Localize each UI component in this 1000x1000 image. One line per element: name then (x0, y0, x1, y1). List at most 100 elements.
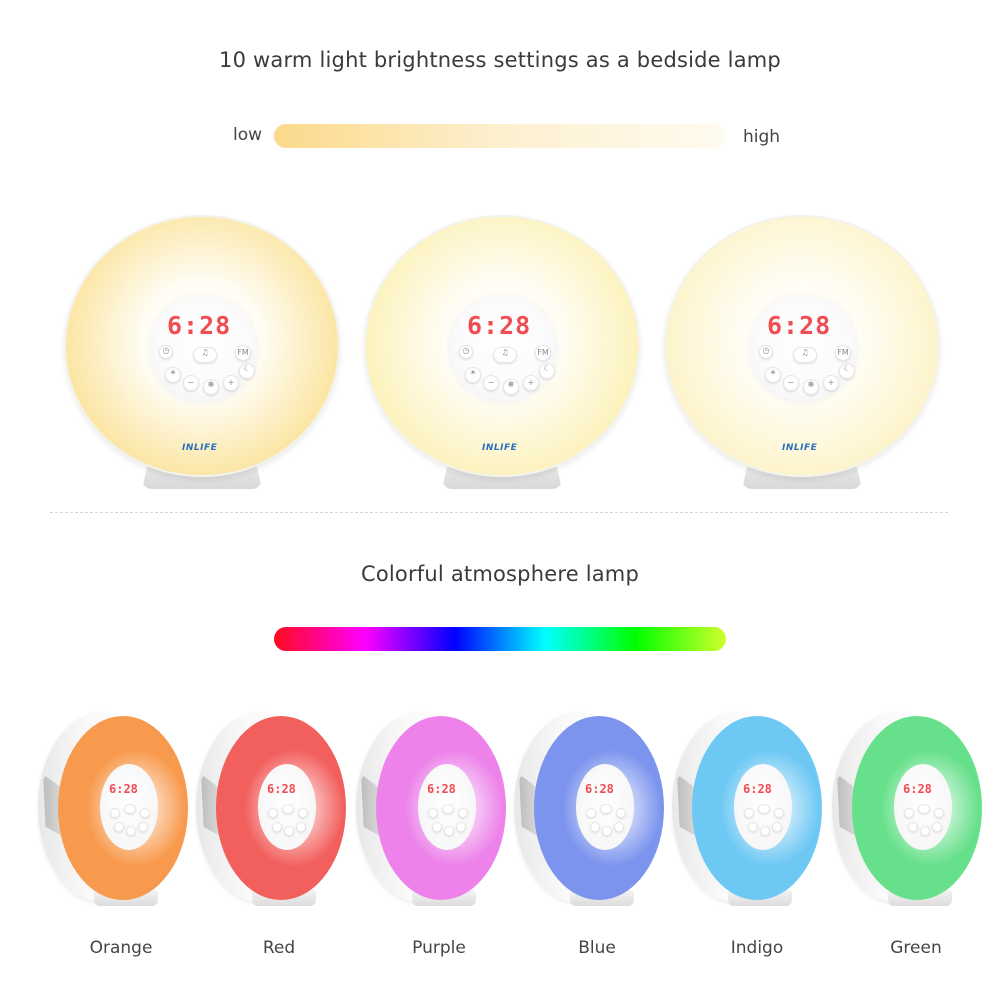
control-button-icon (140, 808, 150, 818)
lamp-control-face: 6:28 ◷ ♫ FM ☀ − ❋ + ☾ (749, 295, 857, 403)
control-button-icon (758, 804, 770, 814)
control-button-icon (918, 804, 930, 814)
minus-button-icon: − (483, 375, 499, 391)
inlife-logo: INLIFE (782, 443, 818, 453)
color-lamp-orange: 6:28 (38, 712, 188, 912)
control-button-icon (114, 822, 124, 832)
light-button-icon: ❋ (203, 379, 219, 395)
color-label-orange: Orange (89, 938, 153, 958)
clock-display: 6:28 (903, 782, 932, 796)
clock-display: 6:28 (743, 782, 772, 796)
control-button-icon (298, 808, 308, 818)
inlife-logo: INLIFE (482, 443, 518, 453)
color-label-red: Red (262, 938, 296, 958)
control-button-icon (442, 804, 454, 814)
warm-lamp: 6:28 ◷ ♫ FM ☀ − ❋ + ☾ INLIFE (664, 215, 940, 489)
color-label-purple: Purple (412, 938, 466, 958)
control-button-icon (904, 808, 914, 818)
lamp-control-face: 6:28 (894, 764, 952, 850)
control-button-icon (432, 822, 442, 832)
minus-button-icon: − (783, 375, 799, 391)
color-lamp-green: 6:28 (832, 712, 982, 912)
color-lamp-blue: 6:28 (514, 712, 664, 912)
color-label-indigo: Indigo (730, 938, 784, 958)
color-label-blue: Blue (578, 938, 616, 958)
control-button-icon (284, 826, 294, 836)
control-button-icon (616, 808, 626, 818)
control-button-icon (272, 822, 282, 832)
brightness-gradient-bar (274, 124, 726, 148)
control-button-icon (590, 822, 600, 832)
control-button-icon (602, 826, 612, 836)
fm-button: FM (835, 345, 851, 361)
inlife-logo: INLIFE (182, 443, 218, 453)
plus-button-icon: + (523, 375, 539, 391)
minus-button-icon: − (183, 375, 199, 391)
fm-button: FM (235, 345, 251, 361)
alarm-button-icon: ◷ (159, 345, 173, 359)
control-button-icon (282, 804, 294, 814)
color-lamp-indigo: 6:28 (672, 712, 822, 912)
sunrise-button-icon: ☀ (165, 367, 181, 383)
light-button-icon: ❋ (503, 379, 519, 395)
control-button-icon (920, 826, 930, 836)
brightness-heading: 10 warm light brightness settings as a b… (219, 48, 781, 72)
control-button-icon (268, 808, 278, 818)
control-button-icon (614, 822, 624, 832)
color-lamp-red: 6:28 (196, 712, 346, 912)
color-gradient-bar (274, 627, 726, 651)
clock-display: 6:28 (167, 311, 232, 340)
control-button-icon (600, 804, 612, 814)
section-divider (50, 512, 948, 513)
control-button-icon (744, 808, 754, 818)
alarm-button-icon: ◷ (459, 345, 473, 359)
clock-display: 6:28 (109, 782, 138, 796)
fm-button: FM (535, 345, 551, 361)
lamp-control-face: 6:28 ◷ ♫ FM ☀ − ❋ + ☾ (149, 295, 257, 403)
warm-lamp: 6:28 ◷ ♫ FM ☀ − ❋ + ☾ INLIFE (364, 215, 640, 489)
clock-display: 6:28 (427, 782, 456, 796)
control-button-icon (444, 826, 454, 836)
control-button-icon (774, 808, 784, 818)
alarm-button-icon: ◷ (759, 345, 773, 359)
moon-button-icon: ☾ (239, 363, 255, 379)
control-button-icon (760, 826, 770, 836)
moon-button-icon: ☾ (539, 363, 555, 379)
lamp-control-face: 6:28 (100, 764, 158, 850)
sunrise-button-icon: ☀ (465, 367, 481, 383)
high-label: high (743, 127, 781, 147)
sunrise-button-icon: ☀ (765, 367, 781, 383)
control-button-icon (908, 822, 918, 832)
low-label: low (233, 125, 263, 145)
clock-display: 6:28 (267, 782, 296, 796)
color-label-green: Green (890, 938, 942, 958)
nature-sound-button-icon: ♫ (793, 347, 817, 363)
control-button-icon (110, 808, 120, 818)
lamp-control-face: 6:28 (734, 764, 792, 850)
nature-sound-button-icon: ♫ (493, 347, 517, 363)
control-button-icon (138, 822, 148, 832)
control-button-icon (296, 822, 306, 832)
control-button-icon (748, 822, 758, 832)
plus-button-icon: + (823, 375, 839, 391)
control-button-icon (456, 822, 466, 832)
control-button-icon (772, 822, 782, 832)
plus-button-icon: + (223, 375, 239, 391)
control-button-icon (124, 804, 136, 814)
control-button-icon (586, 808, 596, 818)
warm-lamp: 6:28 ◷ ♫ FM ☀ − ❋ + ☾ INLIFE (64, 215, 340, 489)
lamp-control-face: 6:28 ◷ ♫ FM ☀ − ❋ + ☾ (449, 295, 557, 403)
control-button-icon (932, 822, 942, 832)
atmosphere-heading: Colorful atmosphere lamp (360, 562, 639, 586)
nature-sound-button-icon: ♫ (193, 347, 217, 363)
control-button-icon (934, 808, 944, 818)
control-button-icon (428, 808, 438, 818)
clock-display: 6:28 (585, 782, 614, 796)
light-button-icon: ❋ (803, 379, 819, 395)
lamp-control-face: 6:28 (576, 764, 634, 850)
control-button-icon (458, 808, 468, 818)
lamp-control-face: 6:28 (418, 764, 476, 850)
lamp-control-face: 6:28 (258, 764, 316, 850)
moon-button-icon: ☾ (839, 363, 855, 379)
control-button-icon (126, 826, 136, 836)
